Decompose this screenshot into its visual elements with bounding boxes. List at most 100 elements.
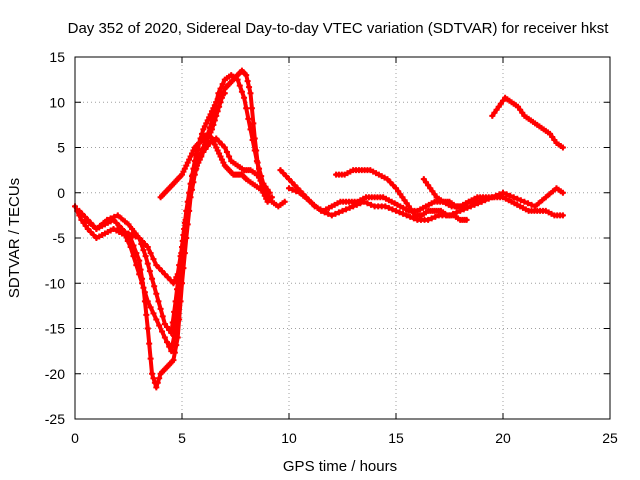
data-point [214, 96, 221, 103]
data-point [93, 225, 100, 232]
data-point [166, 327, 173, 334]
y-tick-label: -15 [45, 321, 65, 337]
data-point [478, 198, 485, 205]
data-point [216, 150, 223, 157]
data-point [431, 191, 438, 198]
data-point [403, 200, 410, 207]
data-point [266, 195, 273, 202]
data-point [191, 158, 198, 165]
data-point [482, 197, 489, 204]
data-point [76, 207, 83, 214]
data-point [307, 198, 314, 205]
data-point [190, 165, 197, 172]
data-point [368, 201, 375, 208]
data-point [503, 191, 510, 198]
data-point [154, 379, 161, 386]
data-point [118, 227, 125, 234]
data-point [399, 194, 406, 201]
data-point [339, 207, 346, 214]
data-point [153, 262, 160, 269]
data-point [164, 323, 171, 330]
data-point [500, 97, 506, 104]
x-tick-label: 10 [281, 430, 297, 446]
data-point [161, 271, 168, 278]
data-point [216, 138, 223, 145]
data-point [156, 375, 163, 382]
data-point [100, 219, 107, 226]
data-point [147, 250, 154, 257]
data-point [207, 111, 214, 118]
data-point [407, 213, 414, 220]
data-point [184, 198, 191, 205]
data-point [407, 206, 414, 213]
data-point [492, 192, 499, 199]
data-point [136, 271, 143, 278]
data-point [427, 185, 434, 192]
series-arc-4 [114, 90, 228, 287]
data-point [400, 210, 407, 217]
data-point [325, 210, 332, 217]
plot-frame [74, 56, 611, 420]
data-point [291, 182, 298, 189]
data-point [497, 100, 504, 107]
data-point [211, 102, 218, 109]
data-point [528, 201, 535, 208]
data-point [521, 198, 528, 205]
y-tick-label: 5 [57, 140, 65, 156]
data-point [364, 200, 371, 207]
data-point [113, 219, 120, 226]
series-layer [72, 67, 566, 391]
x-tick-label: 15 [388, 430, 404, 446]
data-point [166, 343, 173, 350]
data-point [136, 257, 143, 264]
data-point [161, 334, 168, 341]
data-point [150, 375, 157, 382]
data-point [157, 305, 164, 312]
data-point [384, 176, 391, 183]
data-point [111, 213, 118, 220]
data-point [211, 141, 218, 148]
data-point [234, 76, 241, 83]
data-point [236, 82, 243, 89]
data-point [296, 189, 303, 196]
data-point [159, 268, 166, 275]
series-arc-9 [420, 176, 485, 210]
data-point [89, 222, 96, 229]
data-point [218, 156, 225, 163]
data-point [217, 153, 224, 160]
data-point [206, 114, 213, 121]
data-point [517, 106, 524, 113]
data-point [184, 159, 191, 166]
data-point [203, 120, 210, 127]
data-point [432, 213, 439, 220]
data-point [393, 185, 399, 192]
data-point [249, 136, 256, 143]
data-point [171, 349, 178, 356]
data-point [221, 144, 228, 151]
data-point [143, 311, 150, 318]
data-point [519, 109, 526, 116]
data-point [168, 330, 175, 337]
data-point [390, 182, 397, 189]
data-point [188, 150, 195, 157]
data-point [420, 176, 427, 183]
data-point [147, 304, 154, 311]
data-point [170, 357, 177, 364]
data-point [401, 197, 408, 204]
data-point [177, 253, 184, 260]
data-point [149, 275, 156, 282]
data-point [246, 84, 253, 91]
data-point [149, 370, 156, 377]
data-point [514, 103, 521, 110]
data-point [353, 201, 360, 208]
data-point [187, 153, 194, 160]
data-point [389, 206, 396, 213]
data-point [264, 192, 271, 199]
data-point [335, 209, 342, 216]
data-point [485, 195, 492, 202]
data-point [84, 225, 91, 232]
data-point [139, 280, 146, 287]
data-point [350, 203, 357, 210]
data-point [210, 105, 217, 112]
data-point [183, 207, 190, 214]
